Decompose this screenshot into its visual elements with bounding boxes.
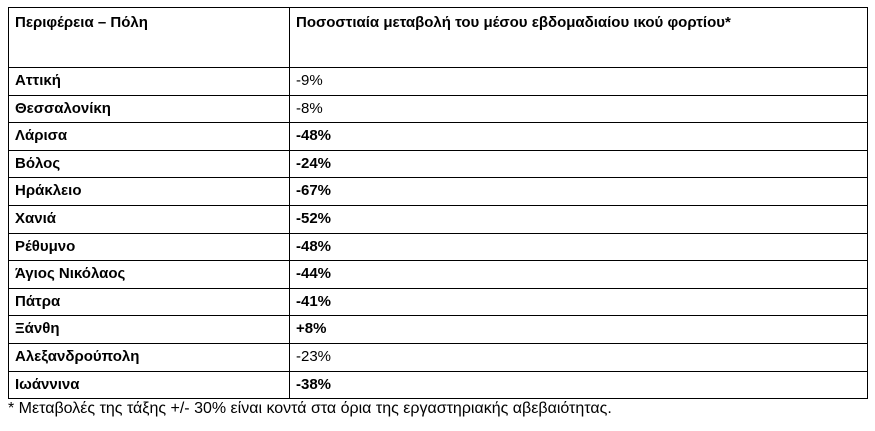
table-row: Βόλος -24% [8, 149, 868, 179]
change-cell: -9% [289, 67, 868, 96]
table-row: Λάρισα -48% [8, 122, 868, 151]
table-row: Αττική -9% [8, 67, 868, 96]
table-row: Ρέθυμνο -48% [8, 232, 868, 262]
table-row: Άγιος Νικόλαος -44% [8, 260, 868, 289]
city-cell: Ρέθυμνο [8, 232, 290, 262]
change-cell: -48% [289, 232, 868, 262]
table-row: Ηράκλειο -67% [8, 177, 868, 206]
change-cell: -67% [289, 177, 868, 206]
change-cell: -48% [289, 122, 868, 151]
city-cell: Πάτρα [8, 287, 290, 317]
city-cell: Βόλος [8, 149, 290, 179]
city-cell: Ιωάννινα [8, 370, 290, 400]
change-cell: -52% [289, 204, 868, 234]
table-body: Αττική -9% Θεσσαλονίκη -8% Λάρισα -48% Βόλος -2… [8, 67, 868, 400]
city-cell: Αττική [8, 67, 290, 96]
header-cell: Ποσοστιαία μεταβολή του μέσου εβδομαδιαί… [289, 7, 868, 68]
table-row: Θεσσαλονίκη -8% [8, 94, 868, 124]
change-cell: -38% [289, 370, 868, 400]
city-cell: Αλεξανδρούπολη [8, 342, 290, 372]
change-cell: -23% [289, 342, 868, 372]
table-row: Ιωάννινα -38% [8, 370, 868, 400]
table-row: Αλεξανδρούπολη -23% [8, 342, 868, 372]
city-cell: Ξάνθη [8, 315, 290, 344]
change-cell: -44% [289, 260, 868, 289]
change-cell: -8% [289, 94, 868, 124]
footnote: * Μεταβολές της τάξης +/- 30% είναι κοντ… [8, 400, 612, 417]
table-row: Χανιά -52% [8, 204, 868, 234]
change-cell: +8% [289, 315, 868, 344]
header-row: Περιφέρεια – Πόλη Ποσοστιαία μεταβολή το… [8, 7, 868, 68]
table-row: Ξάνθη +8% [8, 315, 868, 344]
city-cell: Ηράκλειο [8, 177, 290, 206]
change-cell: -24% [289, 149, 868, 179]
city-cell: Λάρισα [8, 122, 290, 151]
header-cell: Περιφέρεια – Πόλη [8, 7, 290, 68]
city-cell: Χανιά [8, 204, 290, 234]
city-cell: Θεσσαλονίκη [8, 94, 290, 124]
city-cell: Άγιος Νικόλαος [8, 260, 290, 289]
change-cell: -41% [289, 287, 868, 317]
table-row: Πάτρα -41% [8, 287, 868, 317]
data-table: Περιφέρεια – Πόλη Ποσοστιαία μεταβολή το… [8, 7, 868, 400]
